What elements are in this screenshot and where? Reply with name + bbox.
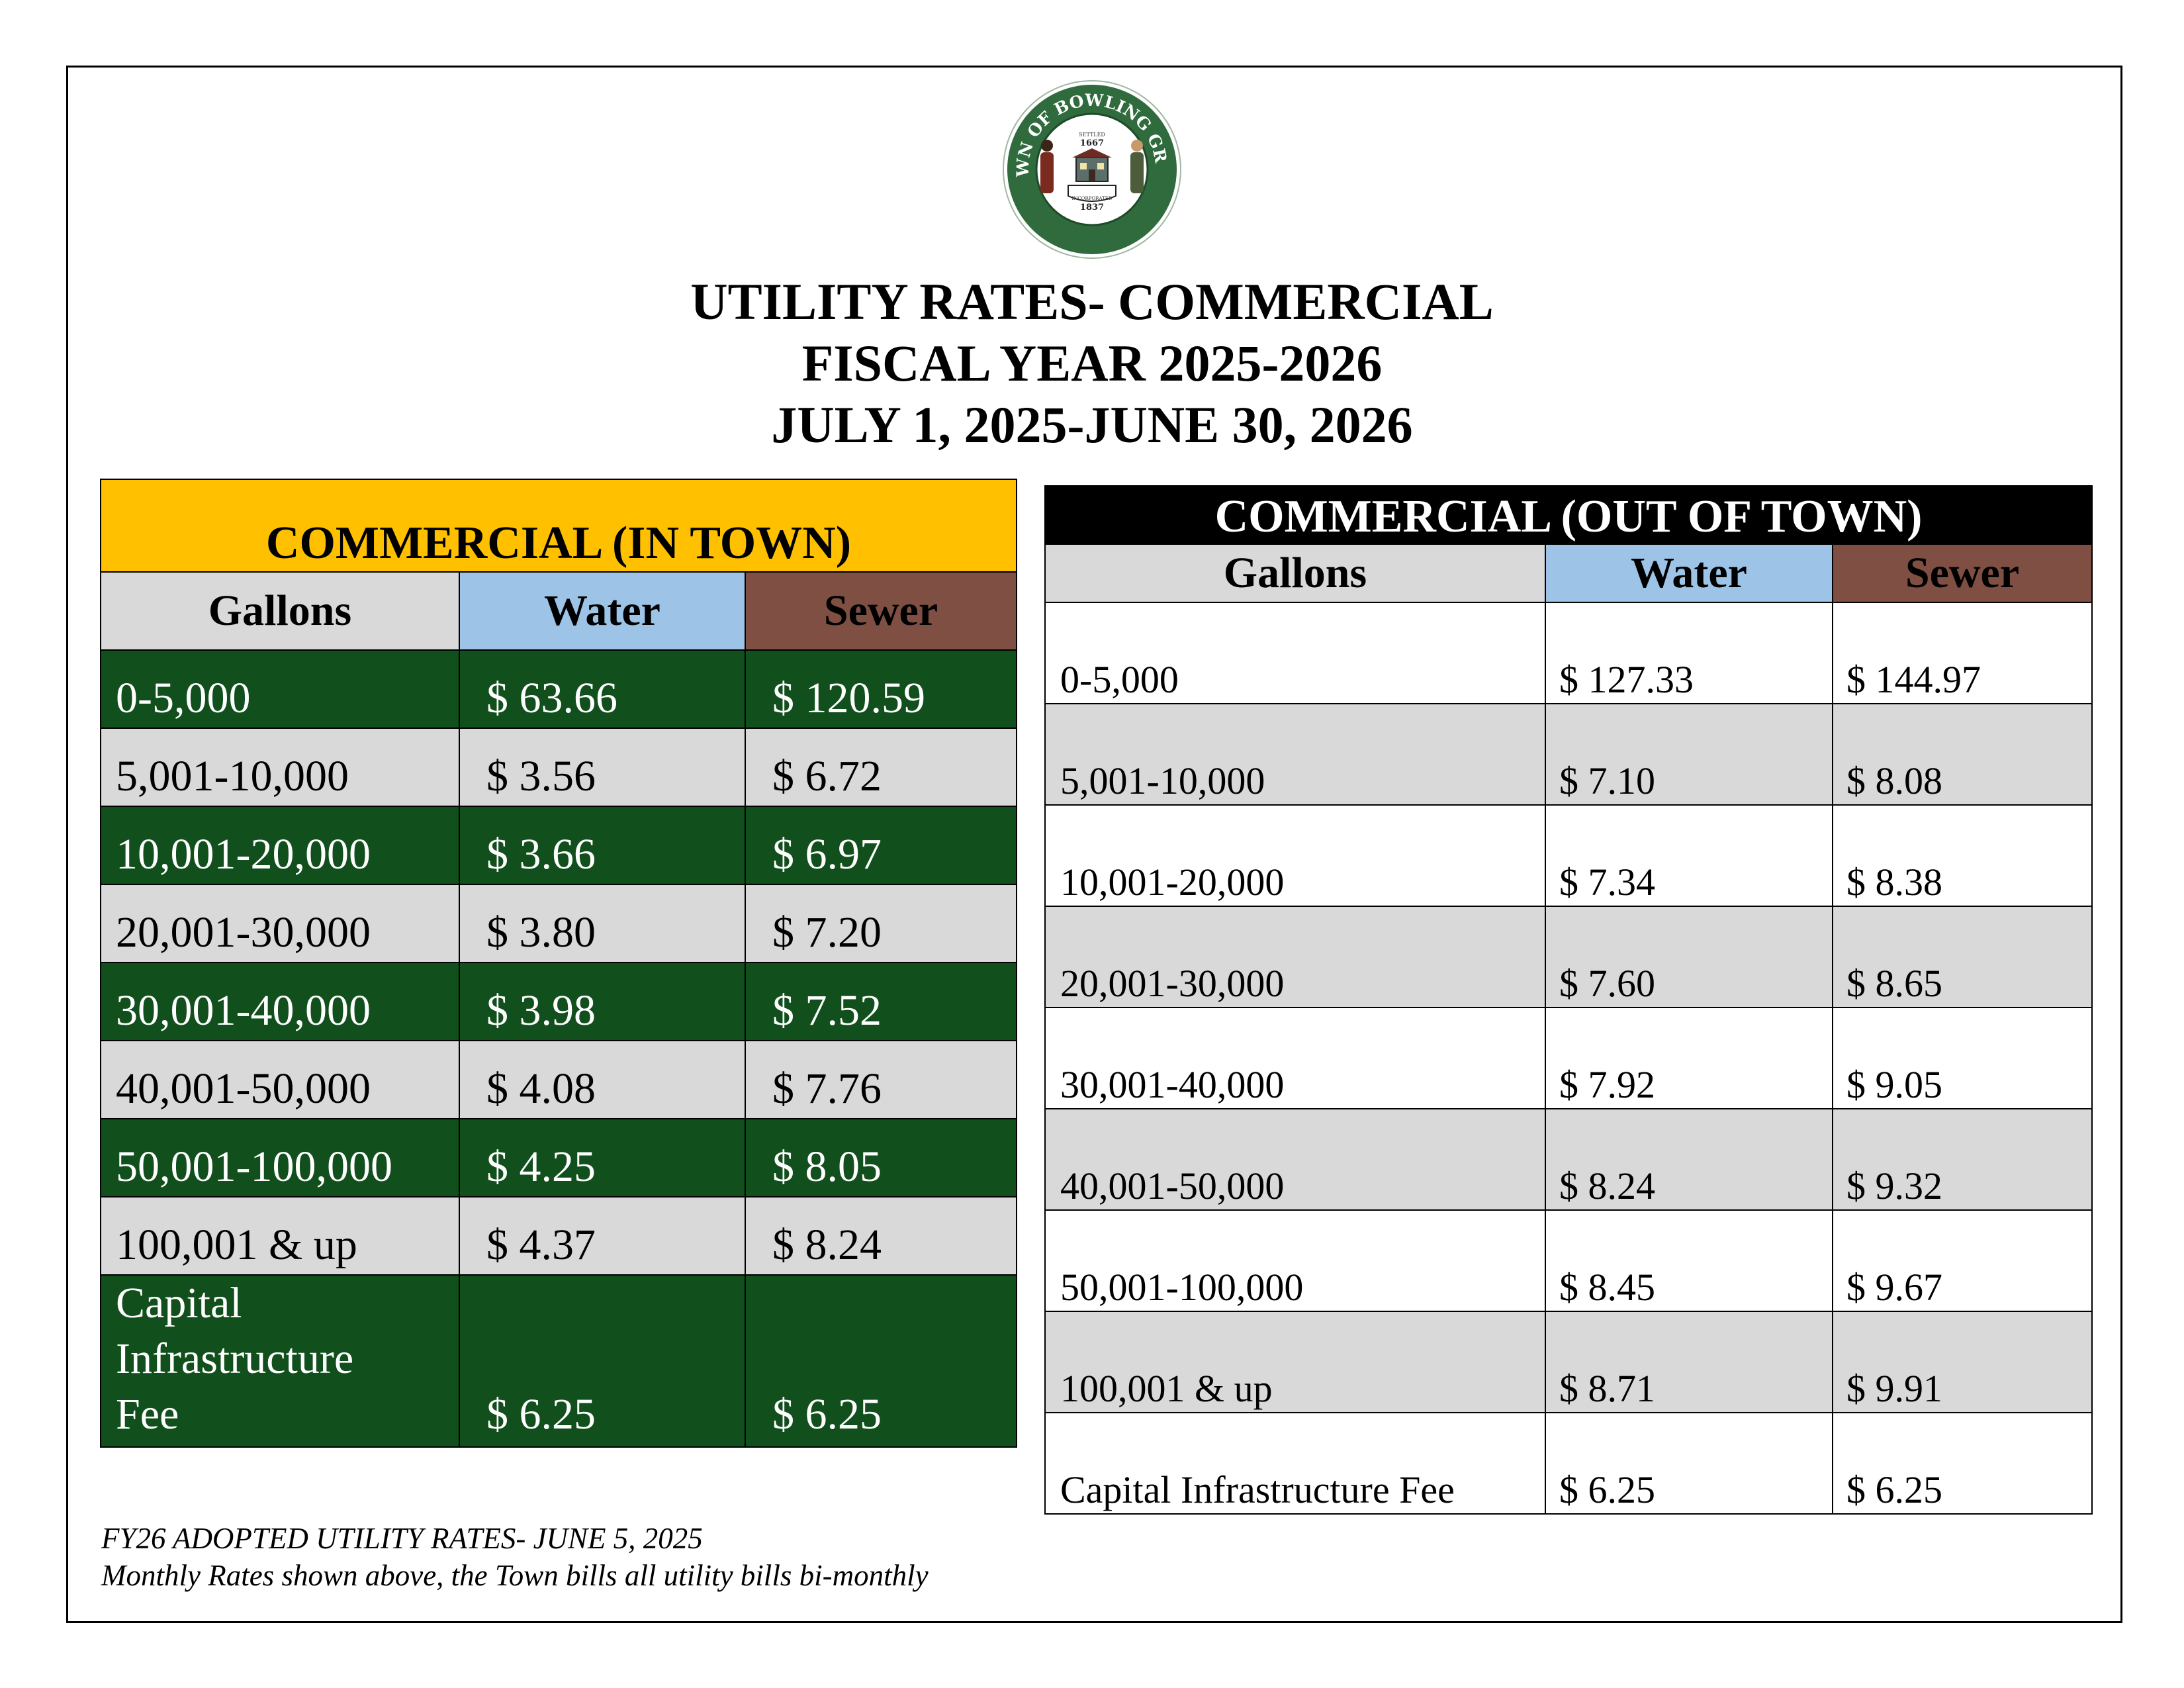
- sewer-rate-cell: $ 6.25: [1832, 1412, 2093, 1515]
- sewer-rate-cell: $ 8.05: [745, 1118, 1017, 1197]
- gallons-cell: 20,001-30,000: [100, 884, 460, 963]
- sewer-rate-cell: $ 7.76: [745, 1040, 1017, 1119]
- gallons-cell: 0-5,000: [100, 649, 460, 729]
- sewer-rate-cell: $ 7.52: [745, 962, 1017, 1041]
- title-line-3: JULY 1, 2025-JUNE 30, 2026: [771, 396, 1413, 453]
- sewer-rate-cell: $ 144.97: [1832, 602, 2093, 704]
- table-row: 0-5,000 $ 63.66 $ 120.59: [100, 649, 1017, 729]
- gallons-cell: 10,001-20,000: [1044, 804, 1546, 907]
- water-rate-cell: $ 6.25: [1545, 1412, 1833, 1515]
- water-rate-cell: $ 3.56: [459, 727, 746, 807]
- capital-fee-row: Capital Infrastructure Fee $ 6.25 $ 6.25: [1044, 1412, 2093, 1515]
- seal-settled-label: SETTLED: [1079, 132, 1105, 138]
- seal-incorporated-year: 1837: [1080, 203, 1104, 212]
- water-rate-cell: $ 7.10: [1545, 703, 1833, 806]
- table-row: 20,001-30,000 $ 3.80 $ 7.20: [100, 884, 1017, 963]
- sewer-rate-cell: $ 9.05: [1832, 1007, 2093, 1109]
- water-rate-cell: $ 4.37: [459, 1196, 746, 1276]
- billing-note: Monthly Rates shown above, the Town bill…: [101, 1559, 929, 1592]
- sewer-rate-cell: $ 8.24: [745, 1196, 1017, 1276]
- gallons-cell: 40,001-50,000: [100, 1040, 460, 1119]
- table-row: 0-5,000 $ 127.33 $ 144.97: [1044, 602, 2093, 704]
- water-rate-cell: $ 63.66: [459, 649, 746, 729]
- sewer-rate-cell: $ 9.32: [1832, 1108, 2093, 1211]
- table-row: 30,001-40,000 $ 7.92 $ 9.05: [1044, 1007, 2093, 1109]
- sewer-rate-cell: $ 8.38: [1832, 804, 2093, 907]
- table-row: 100,001 & up $ 8.71 $ 9.91: [1044, 1311, 2093, 1413]
- out-of-town-caption: COMMERCIAL (OUT OF TOWN): [1044, 485, 2093, 545]
- title-line-1: UTILITY RATES- COMMERCIAL: [690, 273, 1494, 330]
- gallons-cell: Capital Infrastructure Fee: [1044, 1412, 1546, 1515]
- water-rate-cell: $ 3.98: [459, 962, 746, 1041]
- table-row: 40,001-50,000 $ 8.24 $ 9.32: [1044, 1108, 2093, 1211]
- sewer-rate-cell: $ 8.65: [1832, 906, 2093, 1008]
- in-town-header-gallons: Gallons: [100, 571, 460, 651]
- table-row: 30,001-40,000 $ 3.98 $ 7.52: [100, 962, 1017, 1041]
- capital-fee-row: Capital Infrastructure Fee $ 6.25 $ 6.25: [100, 1274, 1017, 1448]
- gallons-cell: 100,001 & up: [1044, 1311, 1546, 1413]
- water-rate-cell: $ 4.08: [459, 1040, 746, 1119]
- water-rate-cell: $ 3.80: [459, 884, 746, 963]
- gallons-cell: 100,001 & up: [100, 1196, 460, 1276]
- table-row: 50,001-100,000 $ 4.25 $ 8.05: [100, 1118, 1017, 1197]
- table-row: 100,001 & up $ 4.37 $ 8.24: [100, 1196, 1017, 1276]
- water-rate-cell: $ 127.33: [1545, 602, 1833, 704]
- water-rate-cell: $ 4.25: [459, 1118, 746, 1197]
- capital-fee-label: Capital Infrastructure Fee: [100, 1274, 460, 1448]
- sewer-rate-cell: $ 9.91: [1832, 1311, 2093, 1413]
- water-rate-cell: $ 8.24: [1545, 1108, 1833, 1211]
- water-rate-cell: $ 8.71: [1545, 1311, 1833, 1413]
- table-row: 10,001-20,000 $ 7.34 $ 8.38: [1044, 804, 2093, 907]
- table-row: 10,001-20,000 $ 3.66 $ 6.97: [100, 806, 1017, 885]
- gallons-cell: 30,001-40,000: [100, 962, 460, 1041]
- seal-figures-icon: [1040, 140, 1144, 202]
- sewer-rate-cell: $ 120.59: [745, 649, 1017, 729]
- adopted-note: FY26 ADOPTED UTILITY RATES- JUNE 5, 2025: [101, 1522, 703, 1555]
- sewer-rate-cell: $ 8.08: [1832, 703, 2093, 806]
- gallons-cell: 50,001-100,000: [100, 1118, 460, 1197]
- capital-fee-line-1: Capital: [116, 1279, 242, 1327]
- sewer-rate-cell: $ 9.67: [1832, 1209, 2093, 1312]
- gallons-cell: 40,001-50,000: [1044, 1108, 1546, 1211]
- water-rate-cell: $ 7.60: [1545, 906, 1833, 1008]
- gallons-cell: 5,001-10,000: [1044, 703, 1546, 806]
- gallons-cell: 10,001-20,000: [100, 806, 460, 885]
- title-line-2: FISCAL YEAR 2025-2026: [801, 334, 1383, 392]
- gallons-cell: 50,001-100,000: [1044, 1209, 1546, 1312]
- out-of-town-rates-table: COMMERCIAL (OUT OF TOWN) Gallons Water S…: [1044, 485, 2093, 1515]
- sewer-rate-cell: $ 7.20: [745, 884, 1017, 963]
- sewer-rate-cell: $ 6.97: [745, 806, 1017, 885]
- in-town-rates-table: COMMERCIAL (IN TOWN) Gallons Water Sewer…: [100, 479, 1017, 1448]
- table-row: 40,001-50,000 $ 4.08 $ 7.76: [100, 1040, 1017, 1119]
- in-town-header-water: Water: [459, 571, 746, 651]
- water-rate-cell: $ 7.34: [1545, 804, 1833, 907]
- table-row: 20,001-30,000 $ 7.60 $ 8.65: [1044, 906, 2093, 1008]
- out-of-town-header-gallons: Gallons: [1044, 543, 1546, 603]
- gallons-cell: 30,001-40,000: [1044, 1007, 1546, 1109]
- water-rate-cell: $ 7.92: [1545, 1007, 1833, 1109]
- gallons-cell: 0-5,000: [1044, 602, 1546, 704]
- table-row: 5,001-10,000 $ 7.10 $ 8.08: [1044, 703, 2093, 806]
- seal-incorporated-label: INCORPORATED: [1071, 196, 1112, 201]
- sewer-rate-cell: $ 6.72: [745, 727, 1017, 807]
- seal-settled-year: 1667: [1080, 138, 1104, 148]
- page-border: [66, 66, 2122, 1623]
- water-rate-cell: $ 8.45: [1545, 1209, 1833, 1312]
- gallons-cell: 20,001-30,000: [1044, 906, 1546, 1008]
- out-of-town-header-sewer: Sewer: [1832, 543, 2093, 603]
- town-seal-logo: TOWN OF BOWLING GREEN VIRGINIA SETTLED 1…: [1002, 79, 1181, 259]
- capital-fee-line-3: Fee: [116, 1390, 179, 1438]
- table-row: 50,001-100,000 $ 8.45 $ 9.67: [1044, 1209, 2093, 1312]
- water-rate-cell: $ 3.66: [459, 806, 746, 885]
- capital-fee-line-2: Infrastructure: [116, 1335, 354, 1383]
- in-town-caption: COMMERCIAL (IN TOWN): [100, 479, 1017, 573]
- capital-fee-sewer: $ 6.25: [745, 1274, 1017, 1448]
- capital-fee-water: $ 6.25: [459, 1274, 746, 1448]
- in-town-header-sewer: Sewer: [745, 571, 1017, 651]
- table-row: 5,001-10,000 $ 3.56 $ 6.72: [100, 727, 1017, 807]
- out-of-town-header-water: Water: [1545, 543, 1833, 603]
- gallons-cell: 5,001-10,000: [100, 727, 460, 807]
